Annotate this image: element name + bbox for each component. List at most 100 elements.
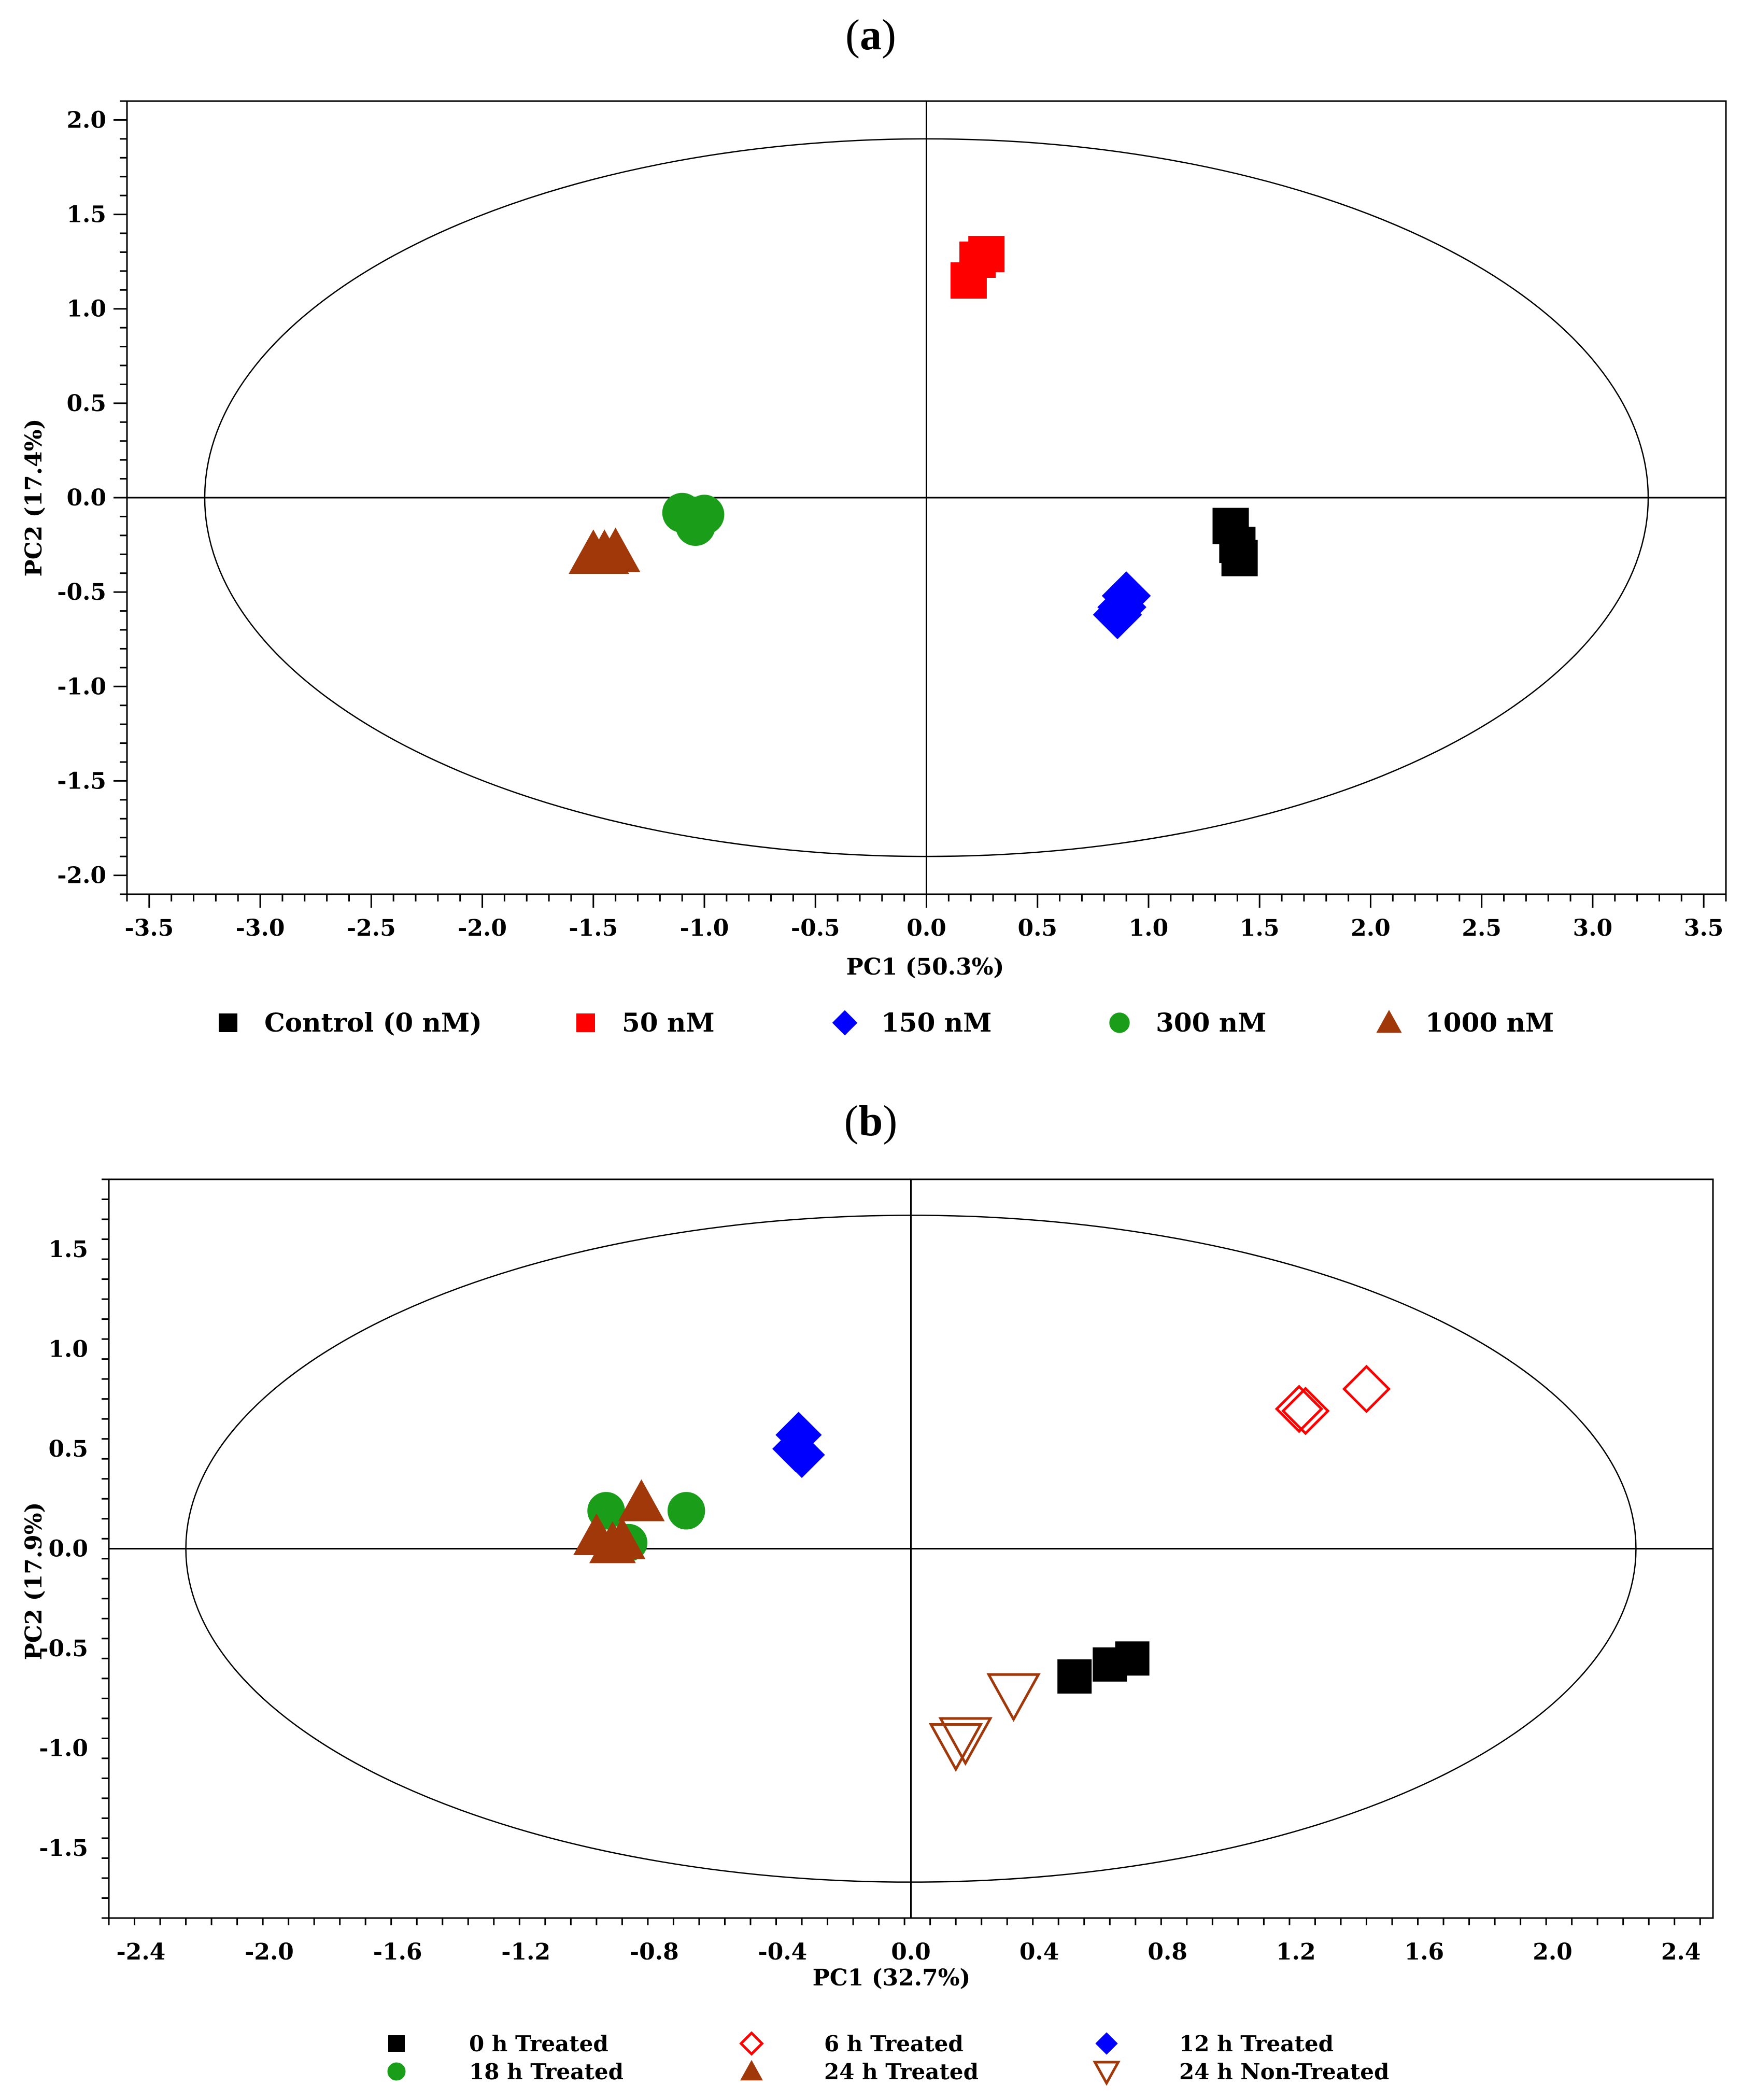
chart-a-x-tick-label: 2.5: [1462, 915, 1502, 941]
chart-a-hotelling-ellipse: [204, 138, 1649, 857]
legend-a: Control (0 nM) 50 nM 150 nM 300 nM 1000 nM: [219, 1007, 1554, 1038]
chart-a-x-tick-label: -1.0: [680, 915, 729, 941]
panel-a-label: (a): [845, 11, 896, 59]
legend-b-label-24-h-treated: 24 h Treated: [824, 2059, 979, 2084]
legend-a-marker-150-nm: [832, 1010, 858, 1036]
panel-b-label: (b): [844, 1097, 898, 1145]
chart-a-x-tick-label: -1.5: [569, 915, 618, 941]
legend-a-label-150-nm: 150 nM: [881, 1007, 992, 1038]
chart-a: -3.5 -3.0 -2.5 -2.0 -1.5 -1.0 -0.5 0.0 0.5 1.0 1.5…: [57, 100, 1727, 941]
chart-a-x-tick-label: 0.0: [907, 915, 946, 941]
chart-a-y-tick-label: 0.0: [66, 485, 106, 511]
chart-b-x-tick-label: -1.2: [501, 1939, 550, 1965]
chart-a-y-tick-label: -1.5: [57, 768, 106, 794]
chart-b-x-tick-label: 2.0: [1533, 1939, 1573, 1965]
chart-b-ylabel: PC2 (17.9%): [21, 1502, 47, 1660]
chart-b-point-24-h-non-treated: [928, 1723, 983, 1772]
legend-a-label-control-0-nm: Control (0 nM): [264, 1007, 482, 1038]
chart-b-point-0-h-treated: [1115, 1641, 1150, 1676]
legend-a-label-50-nm: 50 nM: [622, 1007, 715, 1038]
legend-a-label-1000-nm: 1000 nM: [1425, 1007, 1554, 1038]
chart-b-y-tick-label: 1.5: [48, 1236, 88, 1263]
chart-b-x-tick-label: 1.2: [1276, 1939, 1316, 1965]
chart-b-point-24-h-treated: [589, 1521, 636, 1563]
chart-a-point-150-nm: [1101, 571, 1151, 621]
chart-b-x-tick-label: -0.4: [758, 1939, 807, 1965]
legend-b-label-12-h-treated: 12 h Treated: [1179, 2031, 1334, 2056]
legend-b-marker-6-h-treated: [739, 2031, 764, 2056]
chart-b-x-tick-label: 2.4: [1661, 1939, 1701, 1965]
chart-a-ylabel: PC2 (17.4%): [21, 419, 47, 577]
legend-b-label-24-h-non-treated: 24 h Non-Treated: [1179, 2059, 1389, 2084]
chart-b-point-6-h-treated: [1274, 1385, 1324, 1433]
chart-a-y-tick-label: 2.0: [66, 107, 106, 133]
chart-b-series-0-h-treated: [1057, 1641, 1150, 1694]
panel-a-letter: a: [860, 11, 882, 59]
chart-a-y-tick-label: -1.0: [57, 673, 106, 700]
chart-b-x-tick-label: 1.6: [1405, 1939, 1444, 1965]
chart-b-y-tick-label: 0.0: [48, 1536, 88, 1562]
chart-a-x-tick-label: -2.0: [458, 915, 507, 941]
legend-b: 0 h Treated 6 h Treated 12 h Treated 18 h T…: [387, 2031, 1389, 2086]
chart-a-point-control-0-nm: [1221, 540, 1258, 576]
chart-b-series-24-h-non-treated: [928, 1673, 1041, 1772]
chart-a-x-tick-label: -3.0: [236, 915, 285, 941]
chart-a-y-tick-label: -2.0: [57, 863, 106, 889]
chart-a-xlabel: PC1 (50.3%): [846, 954, 1004, 980]
legend-b-label-0-h-treated: 0 h Treated: [469, 2031, 608, 2056]
chart-a-series-300-nm: [662, 492, 725, 546]
chart-a-x-tick-label: 1.5: [1240, 915, 1280, 941]
chart-a-point-1000-nm: [591, 527, 641, 572]
legend-b-marker-18-h-treated: [387, 2062, 406, 2081]
chart-b-y-tick-label: -1.0: [39, 1736, 88, 1762]
chart-b-point-18-h-treated: [668, 1492, 705, 1530]
chart-a-series-50-nm: [950, 236, 1005, 299]
chart-b-series-24-h-treated: [573, 1479, 665, 1563]
chart-b-point-24-h-non-treated: [986, 1673, 1041, 1722]
chart-b-y-tick-label: 1.0: [48, 1336, 88, 1362]
chart-b-point-24-h-treated: [618, 1479, 665, 1521]
legend-b-marker-24-h-treated: [740, 2060, 763, 2081]
chart-b-point-12-h-treated: [778, 1431, 825, 1478]
chart-a-x-tick-label: -2.5: [347, 915, 396, 941]
chart-b-x-tick-label: -2.0: [245, 1939, 294, 1965]
chart-a-x-tick-label: -0.5: [791, 915, 840, 941]
chart-b-hotelling-ellipse: [185, 1215, 1637, 1883]
chart-b-xlabel: PC1 (32.7%): [813, 1965, 971, 1991]
chart-b-point-24-h-non-treated: [938, 1717, 993, 1766]
chart-b: -2.4 -2.0 -1.6 -1.2 -0.8 -0.4 0.0 0.4 0.8 1.2 1.6 2…: [39, 1178, 1714, 1965]
legend-b-label-6-h-treated: 6 h Treated: [824, 2031, 964, 2056]
chart-a-point-300-nm: [675, 506, 716, 546]
chart-b-x-tick-label: 0.8: [1148, 1939, 1187, 1965]
chart-a-x-tick-label: 1.0: [1129, 915, 1169, 941]
chart-a-series-control-0-nm: [1212, 508, 1258, 576]
chart-b-x-tick-label: -0.8: [630, 1939, 679, 1965]
chart-a-x-tick-label: 3.0: [1573, 915, 1613, 941]
chart-a-x-tick-label: -3.5: [124, 915, 174, 941]
chart-a-y-tick-label: 1.0: [66, 296, 106, 322]
chart-b-x-tick-label: 0.0: [891, 1939, 931, 1965]
chart-a-x-tick-label: 3.5: [1684, 915, 1724, 941]
chart-b-y-tick-label: 0.5: [48, 1436, 88, 1462]
chart-a-series-1000-nm: [569, 527, 641, 574]
chart-b-series-12-h-treated: [772, 1412, 825, 1478]
chart-b-point-6-h-treated: [1342, 1364, 1391, 1414]
legend-a-marker-300-nm: [1109, 1012, 1130, 1033]
legend-b-marker-0-h-treated: [388, 2035, 405, 2052]
chart-b-x-tick-label: -2.4: [116, 1939, 165, 1965]
panel-b-letter: b: [859, 1097, 883, 1145]
legend-a-marker-control-0-nm: [219, 1013, 237, 1032]
legend-a-marker-50-nm: [576, 1013, 595, 1032]
legend-b-label-18-h-treated: 18 h Treated: [469, 2059, 624, 2084]
chart-a-y-tick-label: -0.5: [57, 579, 106, 605]
chart-a-y-tick-label: 0.5: [66, 390, 106, 417]
chart-b-series-6-h-treated: [1274, 1364, 1391, 1435]
chart-a-y-tick-label: 1.5: [66, 202, 106, 228]
chart-a-x-tick-label: 2.0: [1351, 915, 1391, 941]
chart-a-point-50-nm: [968, 236, 1005, 273]
chart-b-x-tick-label: -1.6: [373, 1939, 422, 1965]
legend-a-marker-1000-nm: [1376, 1009, 1402, 1033]
chart-a-x-tick-label: 0.5: [1017, 915, 1057, 941]
chart-b-point-6-h-treated: [1281, 1387, 1330, 1435]
